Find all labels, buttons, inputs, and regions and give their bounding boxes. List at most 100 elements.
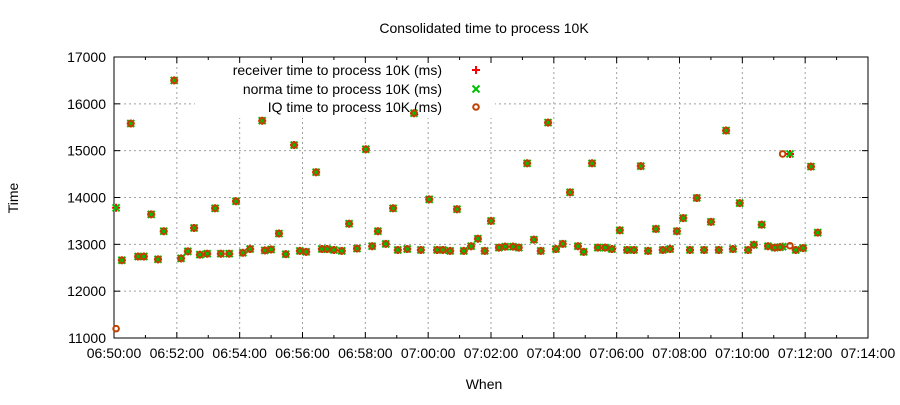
circle-marker xyxy=(536,247,545,255)
circle-marker xyxy=(778,150,787,158)
data-point-series-2 xyxy=(658,246,667,254)
legend-label-norma: norma time to process 10K (ms) xyxy=(243,81,442,97)
data-point-series-2 xyxy=(786,241,794,250)
data-point-series-2 xyxy=(636,162,645,170)
data-point-series-2 xyxy=(258,116,266,125)
circle-marker xyxy=(700,246,708,254)
x-tick-label: 07:10:00 xyxy=(715,345,770,361)
circle-marker xyxy=(744,246,752,254)
data-point-series-2 xyxy=(776,243,784,251)
circle-marker xyxy=(154,255,162,264)
data-point-series-2 xyxy=(616,226,624,235)
data-point-series-2 xyxy=(722,126,730,135)
circle-marker xyxy=(159,227,168,236)
data-point-series-2 xyxy=(544,118,552,127)
data-point-series-2 xyxy=(807,162,815,171)
x-tick-label: 06:56:00 xyxy=(275,345,330,361)
data-point-series-2 xyxy=(552,245,560,253)
circle-marker xyxy=(393,246,402,254)
data-point-series-2 xyxy=(566,188,574,197)
circle-marker xyxy=(608,245,616,253)
circle-marker xyxy=(312,168,320,177)
circle-marker xyxy=(750,241,758,249)
data-point-series-2 xyxy=(337,247,346,255)
circle-marker xyxy=(807,162,815,171)
legend-background xyxy=(195,60,495,118)
x-tick-label: 07:14:00 xyxy=(841,345,896,361)
data-point-series-2 xyxy=(353,244,361,253)
circle-marker xyxy=(813,228,822,237)
circle-marker xyxy=(514,243,523,252)
data-point-series-2 xyxy=(170,76,179,85)
circle-marker xyxy=(290,141,298,149)
circle-marker xyxy=(362,145,370,154)
data-point-series-2 xyxy=(302,248,310,256)
circle-marker xyxy=(799,244,807,252)
circle-marker xyxy=(453,205,461,214)
circle-marker xyxy=(673,227,681,236)
legend-symbol-plus xyxy=(472,66,480,74)
x-tick-label: 06:58:00 xyxy=(338,345,393,361)
circle-marker xyxy=(630,246,638,254)
data-point-series-2 xyxy=(368,242,376,251)
data-point-series-2 xyxy=(673,227,681,236)
data-point-series-2 xyxy=(190,224,198,232)
circle-marker xyxy=(566,188,574,197)
circle-marker xyxy=(323,245,331,253)
legend-symbol-circle xyxy=(472,103,480,111)
data-point-series-2 xyxy=(330,246,338,254)
plus-marker xyxy=(472,66,480,74)
circle-marker xyxy=(147,210,155,219)
data-point-series-2 xyxy=(225,249,233,258)
data-point-series-2 xyxy=(692,194,701,202)
circle-marker xyxy=(558,240,567,248)
circle-marker xyxy=(636,162,645,170)
y-tick-labels: 11000 12000 13000 14000 15000 16000 17000 xyxy=(67,49,106,346)
data-point-series-2 xyxy=(574,242,582,251)
y-tick-label: 14000 xyxy=(67,190,106,206)
circle-marker xyxy=(523,159,531,168)
data-point-series-2 xyxy=(239,248,247,257)
circle-marker xyxy=(474,234,482,243)
data-point-series-2 xyxy=(735,199,744,207)
data-point-series-2 xyxy=(453,205,461,214)
circle-marker xyxy=(345,219,353,228)
circle-marker xyxy=(644,247,652,255)
circle-marker xyxy=(140,252,148,261)
data-points xyxy=(111,76,822,333)
data-point-series-2 xyxy=(700,246,708,254)
circle-marker xyxy=(707,218,715,226)
chart-title: Consolidated time to process 10K xyxy=(379,20,589,36)
data-point-series-2 xyxy=(714,246,723,254)
data-point-series-2 xyxy=(501,242,509,251)
circle-marker xyxy=(722,126,730,135)
y-tick-label: 13000 xyxy=(67,236,106,252)
data-point-series-2 xyxy=(644,247,652,255)
x-tick-label: 06:50:00 xyxy=(87,345,142,361)
data-point-series-2 xyxy=(744,246,752,254)
circle-marker xyxy=(574,242,582,251)
circle-marker xyxy=(281,250,290,258)
circle-marker xyxy=(374,227,382,236)
data-point-series-2 xyxy=(312,168,320,177)
circle-marker xyxy=(258,116,266,125)
data-point-series-2 xyxy=(217,249,225,258)
data-point-series-2 xyxy=(232,197,240,206)
circle-marker xyxy=(177,254,185,263)
circle-marker xyxy=(776,243,784,251)
x-tick-label: 07:02:00 xyxy=(464,345,519,361)
data-point-series-2 xyxy=(536,247,545,255)
circle-marker xyxy=(552,245,560,253)
circle-marker xyxy=(302,248,310,256)
data-point-series-2 xyxy=(480,247,489,255)
circle-marker xyxy=(126,119,135,128)
data-point-series-2 xyxy=(126,119,135,128)
data-point-series-2 xyxy=(523,159,531,168)
data-point-series-2 xyxy=(652,225,660,233)
circle-marker xyxy=(459,247,468,255)
data-point-series-2 xyxy=(778,150,787,158)
data-point-series-2 xyxy=(729,245,737,253)
data-point-series-2 xyxy=(393,246,402,254)
x-tick-label: 07:12:00 xyxy=(778,345,833,361)
data-point-series-2 xyxy=(410,109,418,117)
